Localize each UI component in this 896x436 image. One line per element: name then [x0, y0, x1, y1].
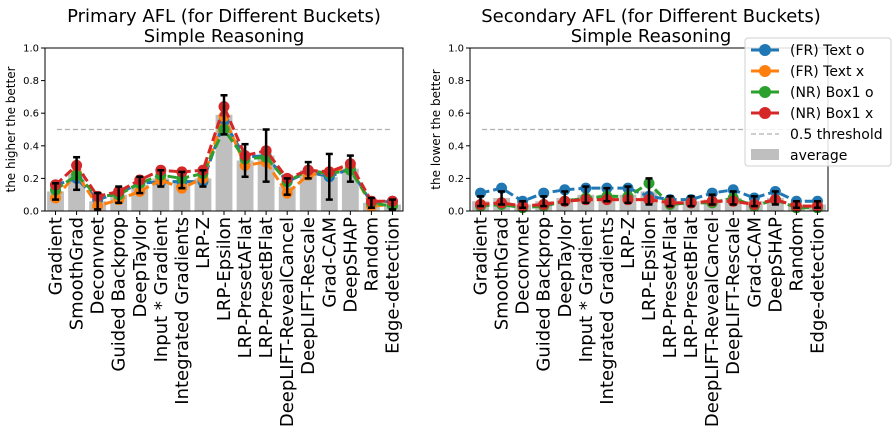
x-tick-label: SmoothGrad [492, 217, 513, 330]
x-tick-label: Random [786, 217, 807, 292]
legend-label: average [790, 148, 847, 164]
x-tick-label: Guided Backprop [109, 217, 130, 372]
average-bar [194, 178, 212, 211]
x-tick-label: Input * Gradient [151, 217, 172, 362]
x-tick-label: Grad-CAM [319, 217, 340, 308]
x-tick-label: LRP-PresetAFlat [235, 217, 256, 358]
x-tick-label: LRP-PresetBFlat [256, 217, 277, 358]
y-tick-label: 0.6 [23, 109, 39, 120]
y-tick-label: 1.0 [448, 44, 464, 55]
series-line [54, 102, 393, 203]
average-bar [215, 114, 233, 211]
x-tick-label: LRP-Z [618, 217, 639, 269]
x-tick-label: Gradient [471, 217, 492, 295]
legend-swatch [751, 149, 779, 160]
y-tick-label: 0.4 [23, 141, 39, 152]
chart-panel-1: Primary AFL (for Different Buckets)Simpl… [4, 6, 404, 427]
x-tick-label: Random [361, 217, 382, 292]
x-tick-label: Grad-CAM [744, 217, 765, 308]
y-tick-label: 0.6 [448, 109, 464, 120]
x-tick-label: DeepLIFT-RevealCancel [702, 217, 723, 427]
x-tick-label: Deconvnet [88, 217, 109, 314]
x-tick-label: Edge-detection [807, 217, 828, 354]
legend-label: (FR) Text x [790, 64, 864, 80]
x-tick-label: SmoothGrad [67, 217, 88, 330]
x-tick-label: DeepLIFT-RevealCancel [277, 217, 298, 427]
x-tick-label: Edge-detection [382, 217, 403, 354]
y-tick-label: 0.2 [23, 174, 39, 185]
x-tick-label: LRP-Z [193, 217, 214, 269]
chart-panel-2: Secondary AFL (for Different Buckets)Sim… [429, 6, 829, 427]
x-tick-label: Deconvnet [513, 217, 534, 314]
x-tick-label: DeepLIFT-Rescale [298, 217, 319, 375]
x-tick-label: DeepSHAP [765, 217, 786, 313]
y-axis-label: the higher the better [4, 66, 18, 192]
x-tick-label: Guided Backprop [534, 217, 555, 372]
y-tick-label: 0.0 [448, 207, 464, 218]
y-tick-label: 0.8 [448, 76, 464, 87]
x-tick-label: Integrated Gradients [597, 217, 618, 405]
chart-title: Primary AFL (for Different Buckets) [67, 6, 381, 27]
legend-box [744, 37, 892, 167]
x-tick-label: DeepLIFT-Rescale [723, 217, 744, 375]
y-axis-label: the lower the better [429, 69, 443, 189]
chart-subtitle: Simple Reasoning [144, 26, 305, 47]
legend-marker [759, 44, 771, 56]
legend-marker [759, 86, 771, 98]
legend-label: (FR) Text o [790, 43, 864, 59]
y-tick-label: 1.0 [23, 44, 39, 55]
legend-label: (NR) Box1 x [790, 106, 873, 122]
average-bar [152, 178, 170, 211]
x-tick-label: Integrated Gradients [172, 217, 193, 405]
legend-label: 0.5 threshold [790, 127, 883, 143]
x-tick-label: Gradient [46, 217, 67, 295]
x-tick-label: LRP-Epsilon [214, 217, 235, 321]
average-bar [236, 160, 254, 211]
x-tick-label: DeepSHAP [340, 217, 361, 313]
x-tick-label: DeepTaylor [555, 216, 576, 317]
legend-marker [759, 107, 771, 119]
legend: (FR) Text o (FR) Text x (NR) Box1 o (NR) Bo… [744, 37, 892, 167]
x-tick-label: DeepTaylor [130, 216, 151, 317]
x-tick-label: LRP-PresetBFlat [681, 217, 702, 358]
legend-label: (NR) Box1 o [790, 85, 874, 101]
y-tick-label: 0.2 [448, 174, 464, 185]
y-tick-label: 0.0 [23, 207, 39, 218]
legend-marker [759, 65, 771, 77]
chart-subtitle: Simple Reasoning [571, 26, 732, 47]
x-tick-label: LRP-PresetAFlat [660, 217, 681, 358]
y-tick-label: 0.4 [448, 141, 464, 152]
chart-title: Secondary AFL (for Different Buckets) [481, 6, 821, 27]
x-tick-label: Input * Gradient [576, 217, 597, 362]
y-tick-label: 0.8 [23, 76, 39, 87]
x-tick-label: LRP-Epsilon [639, 217, 660, 321]
